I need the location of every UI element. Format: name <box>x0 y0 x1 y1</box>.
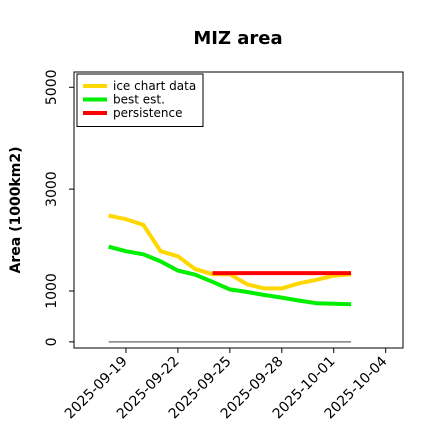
plot-area <box>108 213 352 343</box>
axes-frame <box>73 71 404 349</box>
legend-label: best est. <box>113 93 165 107</box>
legend-label: persistence <box>113 106 182 120</box>
y-tick-label: 1000 <box>44 273 60 309</box>
legend-label: ice chart data <box>113 79 196 93</box>
y-tick-label: 5000 <box>44 69 60 105</box>
y-tick-label: 0 <box>44 337 60 346</box>
y-tick-label: 3000 <box>44 171 60 207</box>
y-axis-label: Area (1000km2) <box>8 147 24 274</box>
chart-title: MIZ area <box>193 28 282 49</box>
series-line-ice-chart-data <box>108 213 352 291</box>
series-line-best-est- <box>108 244 352 307</box>
